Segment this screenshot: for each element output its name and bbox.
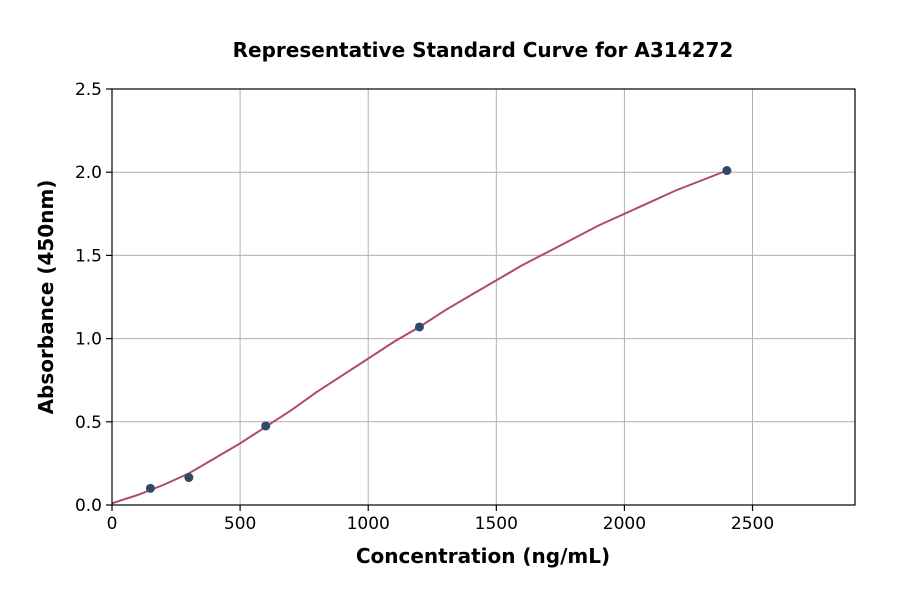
y-axis-ticks: 0.0 0.5 1.0 1.5 2.0 2.5 <box>75 80 112 516</box>
grid <box>111 88 855 506</box>
x-tick-label: 2000 <box>603 514 646 534</box>
plot-frame <box>111 88 856 506</box>
y-axis-label: Absorbance (450nm) <box>34 180 58 415</box>
x-tick-label: 1500 <box>475 514 518 534</box>
x-tick-label: 1000 <box>347 514 390 534</box>
y-tick-label: 1.0 <box>75 330 102 350</box>
y-tick-label: 2.5 <box>75 80 102 100</box>
data-point <box>414 322 424 332</box>
fit-curve-layer <box>111 169 728 505</box>
data-point <box>184 473 194 483</box>
fit-curve-line <box>111 169 728 505</box>
x-axis-label: Concentration (ng/mL) <box>356 544 610 568</box>
y-tick-label: 2.0 <box>75 163 102 183</box>
data-point <box>145 483 155 493</box>
data-point <box>261 421 271 431</box>
y-tick-label: 0.0 <box>75 496 102 516</box>
chart-title: Representative Standard Curve for A31427… <box>233 38 734 62</box>
data-point <box>722 166 732 176</box>
x-tick-label: 2500 <box>731 514 774 534</box>
x-tick-label: 500 <box>224 514 256 534</box>
points-layer <box>145 166 732 493</box>
y-tick-label: 1.5 <box>75 246 102 266</box>
x-tick-label: 0 <box>107 514 118 534</box>
y-tick-label: 0.5 <box>75 413 102 433</box>
x-axis-ticks: 0 500 1000 1500 2000 2500 <box>107 505 774 534</box>
